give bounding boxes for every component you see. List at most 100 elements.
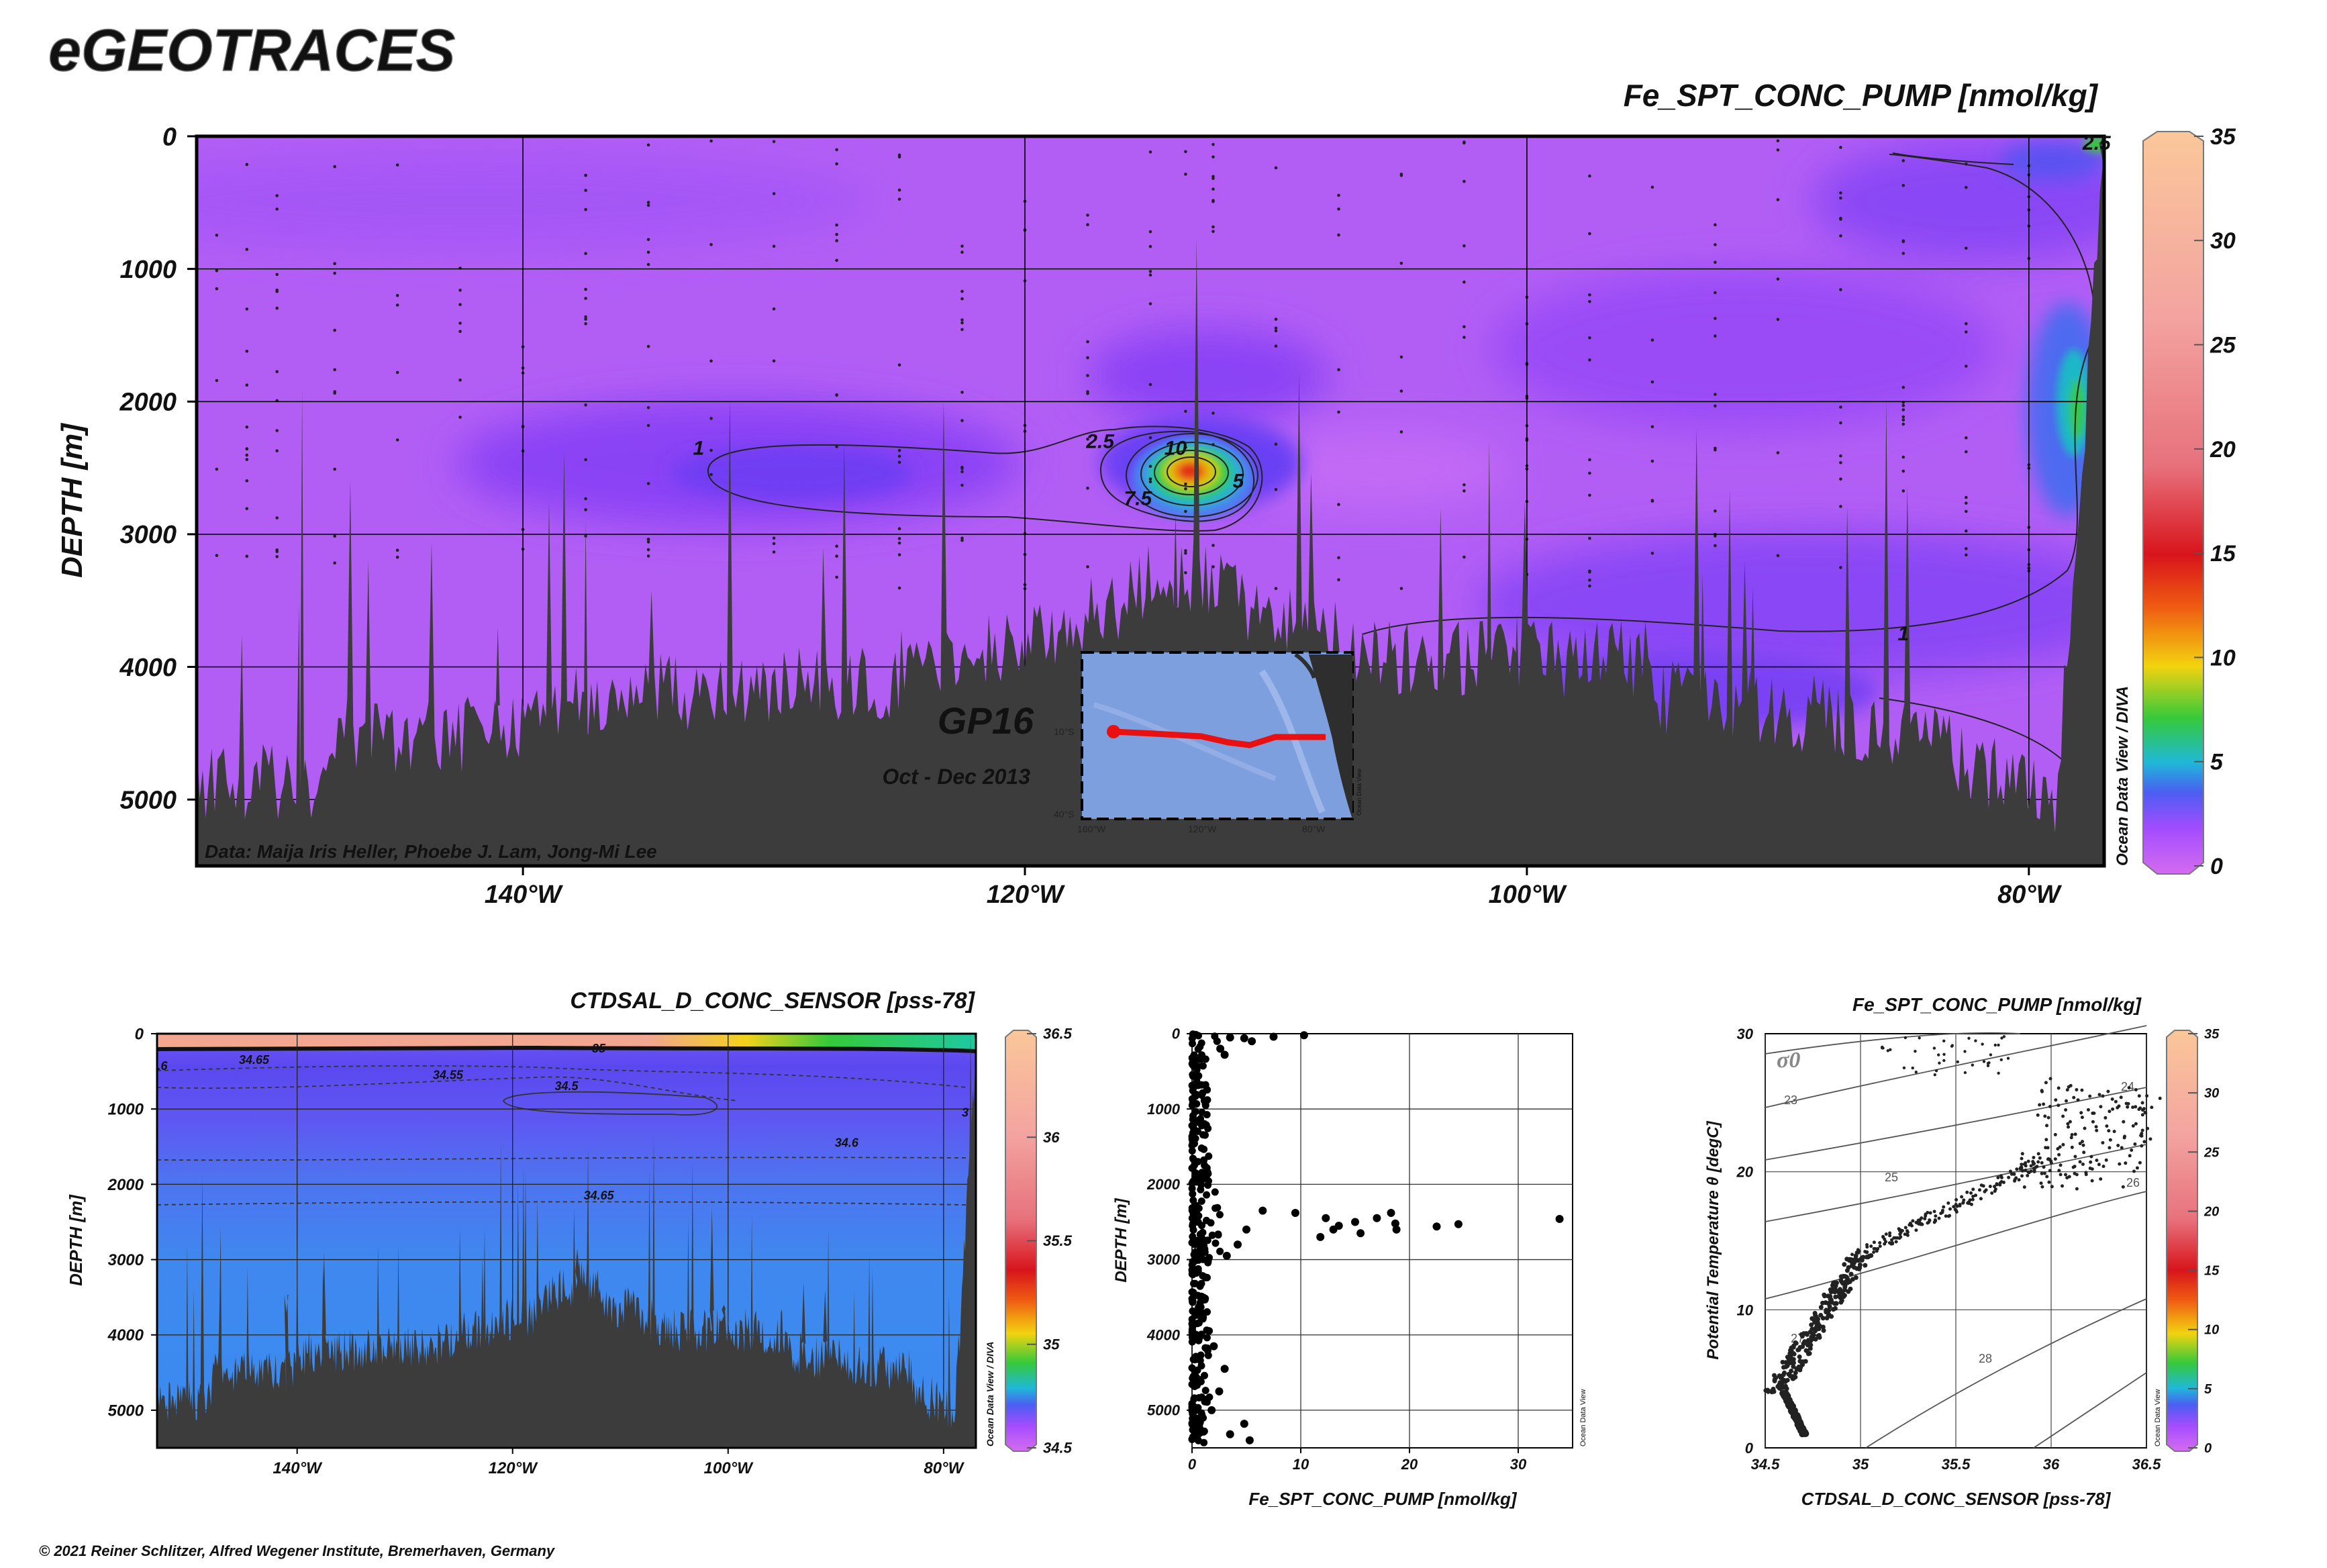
ts-point — [1948, 1207, 1952, 1211]
station-sample — [245, 425, 249, 429]
station-sample — [245, 479, 249, 483]
station-sample — [1588, 569, 1591, 573]
profile-point — [1203, 1096, 1211, 1104]
station-sample — [1148, 464, 1152, 468]
ts-point — [1817, 1335, 1822, 1340]
station-sample — [1184, 571, 1187, 575]
station-sample — [395, 303, 399, 307]
ts-point — [1971, 1187, 1975, 1191]
ts-point — [1788, 1348, 1793, 1353]
ts-point — [1850, 1277, 1855, 1282]
station-sample — [275, 194, 279, 197]
ts-point — [1800, 1430, 1807, 1436]
ts-point — [2038, 1156, 2042, 1160]
ts-point — [2081, 1163, 2085, 1166]
ts-point — [2069, 1136, 2073, 1140]
station-sample — [584, 287, 587, 291]
ts-point — [1797, 1354, 1802, 1359]
station-sample — [215, 269, 219, 273]
station-sample — [1086, 374, 1089, 377]
station-sample — [275, 370, 279, 373]
station-sample — [897, 553, 901, 556]
station-sample — [215, 467, 219, 471]
station-sample — [1184, 487, 1187, 491]
ts-point — [1898, 1232, 1902, 1236]
ts-point — [2006, 1057, 2010, 1060]
station-sample — [897, 541, 901, 545]
station-sample — [245, 458, 249, 461]
ts-point — [2086, 1108, 2090, 1112]
station-sample — [1650, 338, 1654, 342]
ts-point — [2058, 1145, 2062, 1149]
ts-point — [2080, 1116, 2084, 1120]
station-sample — [835, 575, 838, 579]
station-sample — [1588, 232, 1591, 236]
contour-label-1: 2.5 — [1085, 430, 1115, 452]
station-sample — [1148, 230, 1152, 234]
ts-point — [1777, 1380, 1783, 1385]
station-sample — [333, 467, 337, 471]
ts-point — [2057, 1104, 2061, 1108]
ts-point — [2040, 1185, 2044, 1189]
station-sample — [333, 271, 337, 275]
ts-point — [1937, 1216, 1941, 1220]
station-sample — [1148, 245, 1152, 248]
profile-point — [1189, 1220, 1197, 1228]
station-sample — [1211, 411, 1215, 415]
station-sample — [245, 554, 249, 558]
ts-point — [2101, 1141, 2105, 1144]
station-sample — [1211, 544, 1215, 547]
ts-point — [2138, 1106, 2142, 1110]
station-sample — [1148, 436, 1152, 440]
ts-point — [1889, 1048, 1892, 1052]
ts-point — [1796, 1347, 1801, 1353]
xtick-label-3: 80°W — [1997, 881, 2062, 909]
profile-point — [1189, 1226, 1197, 1234]
xtick-label-1: 120°W — [489, 1459, 539, 1477]
profile-point-high — [1387, 1209, 1395, 1217]
profile-point — [1195, 1238, 1203, 1246]
station-sample — [1086, 223, 1089, 227]
station-sample — [1588, 174, 1591, 178]
ts-point — [1822, 1292, 1827, 1297]
station-sample — [1714, 393, 1717, 396]
ts-point — [1878, 1241, 1882, 1244]
ts-point — [2020, 1152, 2024, 1156]
station-sample — [960, 318, 964, 322]
ts-point — [1883, 1242, 1887, 1246]
ts-point — [2146, 1126, 2150, 1130]
ts-point — [1780, 1359, 1785, 1365]
ts-xtick-2: 35.5 — [1942, 1456, 1971, 1473]
station-sample — [1965, 501, 1968, 505]
station-sample — [245, 350, 249, 353]
ts-point — [1932, 1046, 1936, 1050]
station-sample — [584, 317, 587, 321]
ts-point — [1781, 1365, 1786, 1370]
seafloor-main — [197, 138, 2104, 866]
station-sample — [1714, 243, 1717, 246]
profile-point-high — [1555, 1215, 1564, 1223]
station-sample — [960, 391, 964, 394]
station-sample — [1399, 355, 1403, 359]
ts-point — [1863, 1263, 1868, 1268]
station-sample — [1399, 587, 1403, 590]
ts-point — [1967, 1036, 1971, 1040]
station-sample — [835, 544, 838, 548]
station-sample — [646, 538, 650, 542]
station-sample — [1588, 293, 1591, 297]
station-sample — [1839, 566, 1842, 569]
inset-xtick-2: 80°W — [1302, 824, 1326, 834]
ts-point — [2044, 1081, 2048, 1085]
station-sample — [1588, 493, 1591, 497]
ts-point — [2108, 1110, 2112, 1114]
salinity-contour-label-5: 34.65 — [584, 1189, 615, 1202]
profile-point — [1193, 1100, 1201, 1108]
ts-point — [2043, 1114, 2047, 1118]
ts-point — [2106, 1089, 2110, 1093]
station-sample — [772, 244, 776, 248]
ts-point — [2119, 1095, 2123, 1099]
station-sample — [584, 322, 587, 326]
station-sample — [1901, 418, 1905, 422]
ts-point — [1814, 1314, 1819, 1320]
profile-point-high — [1209, 1342, 1218, 1351]
